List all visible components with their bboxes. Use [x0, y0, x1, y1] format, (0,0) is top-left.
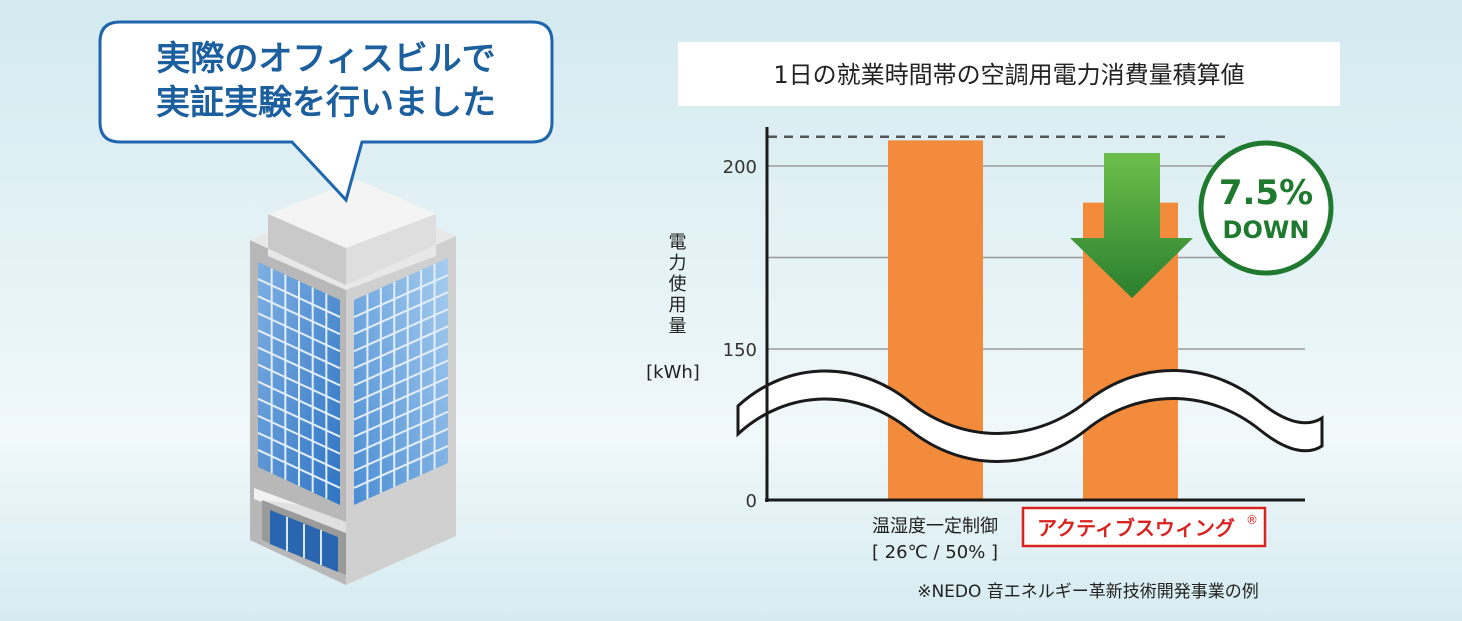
y-axis-unit: [kWh] [646, 362, 700, 383]
speech-bubble: 実際のオフィスビルで 実証実験を行いました [98, 20, 554, 203]
category-label-1-detail: [ 26℃ / 50% ] [872, 542, 998, 563]
badge-label: DOWN [1223, 216, 1310, 244]
category-label-1: 温湿度一定制御 [872, 516, 998, 537]
registered-mark: ® [1246, 513, 1258, 527]
axis-break-wave [736, 369, 1324, 463]
bubble-line-2: 実証実験を行いました [156, 83, 496, 123]
bubble-line-1: 実際のオフィスビルで [156, 39, 495, 79]
y-tick-label: 150 [723, 340, 757, 361]
down-arrow [1070, 153, 1193, 298]
down-badge: 7.5% DOWN [1198, 140, 1334, 276]
category-label-2: アクティブスウィング ® [1021, 506, 1267, 548]
chart: 1日の就業時間帯の空調用電力消費量積算値 0 150 200 電力使用量 [kWh]… [646, 42, 1340, 563]
footnote: ※NEDO 音エネルギー革新技術開発事業の例 [917, 582, 1259, 602]
y-tick-label: 0 [746, 491, 757, 512]
chart-title: 1日の就業時間帯の空調用電力消費量積算値 [773, 61, 1244, 89]
y-tick-label: 200 [723, 157, 757, 178]
office-building-illustration [250, 180, 456, 585]
y-axis-label: 電力使用量 [666, 232, 687, 337]
badge-percent: 7.5% [1219, 173, 1313, 213]
brand-name: アクティブスウィング [1037, 516, 1235, 540]
chart-title-box [678, 42, 1340, 106]
